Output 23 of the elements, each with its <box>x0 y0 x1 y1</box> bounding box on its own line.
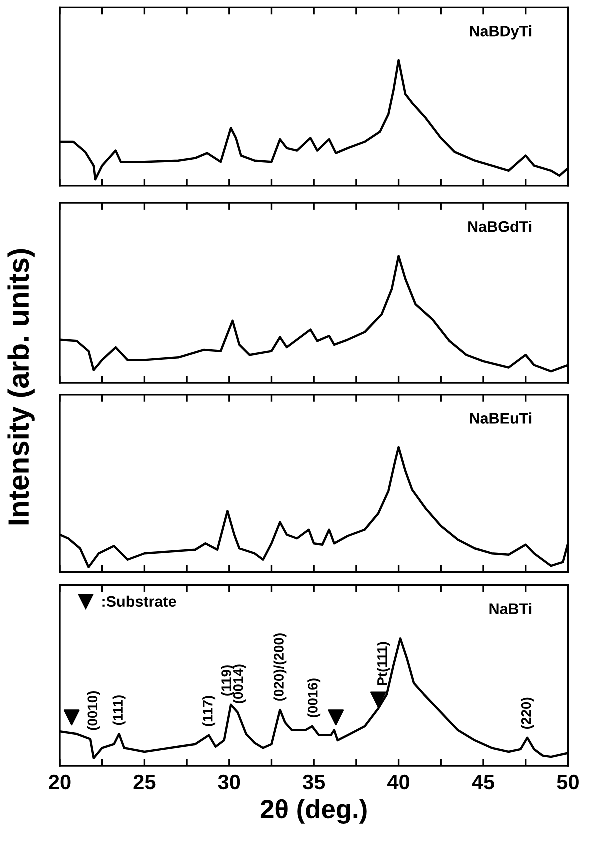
y-axis-title: Intensity (arb. units) <box>8 249 35 525</box>
annotation: (117) <box>202 696 216 726</box>
annotation: Pt(111) <box>377 642 390 686</box>
legend-label: NaBDyTi <box>470 26 532 40</box>
legend-label: NaBEuTi <box>470 412 532 424</box>
annotation: (220) <box>521 698 534 729</box>
annotation: (020)/(200) <box>274 634 287 701</box>
x-tick-label: 40 <box>388 774 410 790</box>
annotation: (0016) <box>308 678 321 718</box>
annotation: (111) <box>112 696 126 726</box>
x-tick-label: 30 <box>218 774 240 790</box>
annotation: (0010) <box>87 691 100 730</box>
annotation: (119) <box>221 666 234 696</box>
legend-label: :Substrate <box>102 596 176 608</box>
legend-label: NaBTi <box>490 603 532 614</box>
x-tick-label: 25 <box>134 774 156 790</box>
x-tick-label: 35 <box>302 774 326 790</box>
x-tick-label: 50 <box>557 774 579 790</box>
annotation: (0014) <box>233 664 246 704</box>
x-axis-title: 2θ (deg.) <box>260 799 367 824</box>
legend-label: NaBGdTi <box>468 221 532 232</box>
x-tick-label: 45 <box>472 775 494 790</box>
x-tick-label: 20 <box>49 774 71 790</box>
